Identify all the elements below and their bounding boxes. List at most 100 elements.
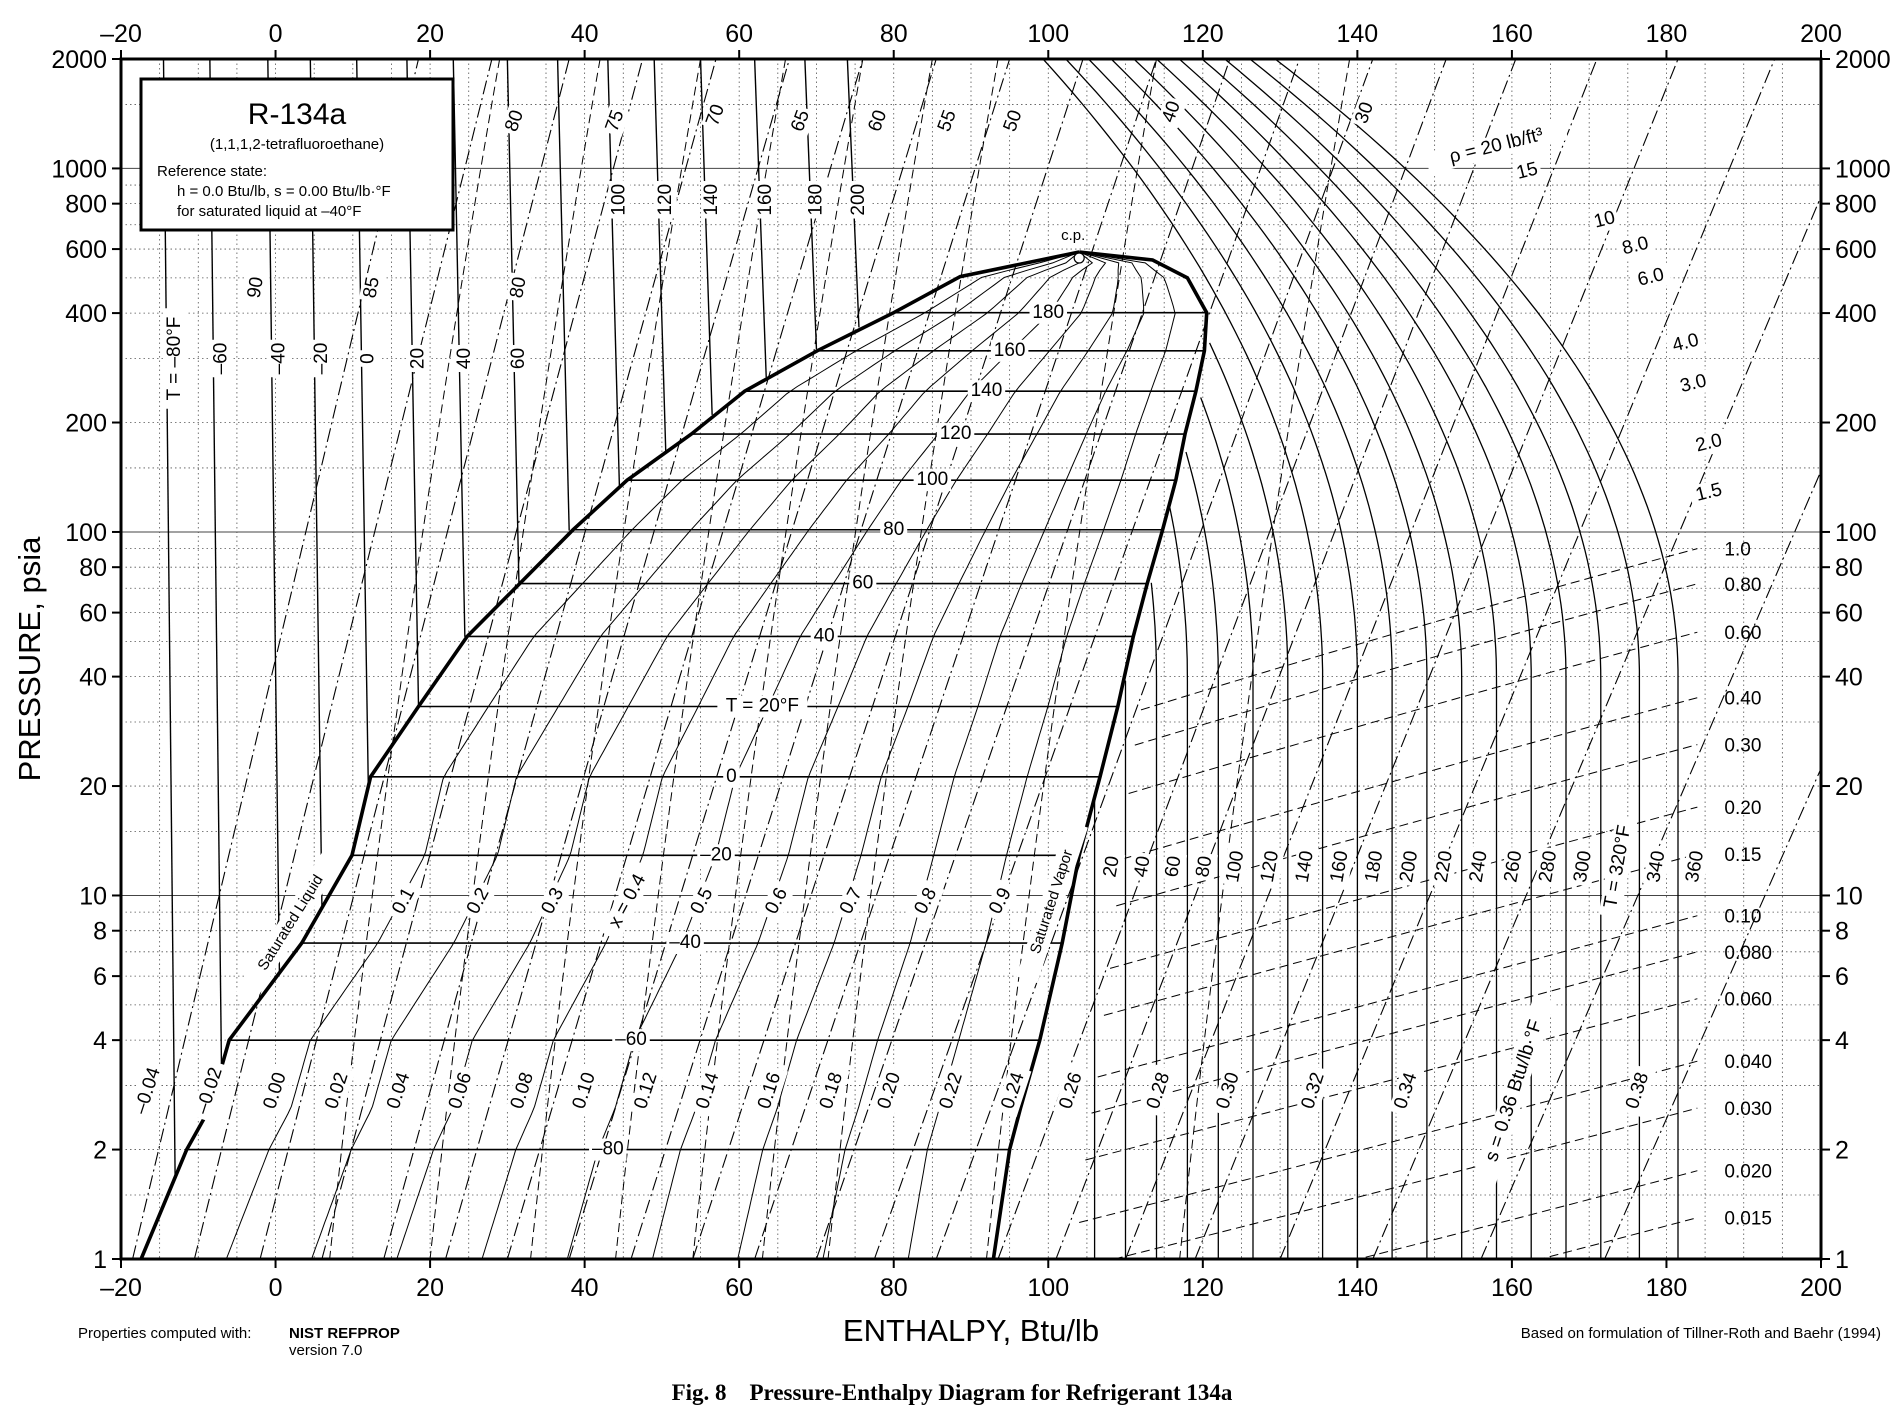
x-tick-label: 200	[1800, 1274, 1842, 1302]
density-line	[1116, 744, 1698, 907]
x-tick-label: 0	[269, 1274, 283, 1302]
info-box-frame	[139, 77, 455, 232]
vapor-isotherm	[1224, 59, 1602, 1259]
y-tick-label: 1	[93, 1246, 107, 1274]
density-label: 0.080	[1724, 943, 1772, 964]
density-label: 0.060	[1724, 990, 1772, 1011]
density-line	[1079, 1060, 1698, 1223]
info-box: R-134a (1,1,1,2-tetrafluoroethane) Refer…	[139, 77, 455, 232]
quality-line	[481, 251, 1080, 1259]
liquid-isotherm-label-bg	[654, 181, 677, 219]
x-tick-label: 60	[725, 1274, 753, 1302]
two-phase-isotherm-label-bg	[723, 765, 740, 788]
y-tick-label-right: 20	[1835, 773, 1863, 801]
x-tick-label: 120	[1182, 1274, 1224, 1302]
density-line	[1356, 1170, 1698, 1259]
x-tick-label-top: 160	[1491, 20, 1533, 48]
y-tick-label-right: 4	[1835, 1027, 1849, 1055]
liquid-isotherm-label-bg	[608, 181, 631, 219]
liquid-isotherm	[556, 59, 570, 531]
y-tick-label: 4	[93, 1027, 107, 1055]
entropy-label-bg	[1141, 1064, 1177, 1118]
entropy-line	[692, 59, 1084, 1259]
two-phase-isotherm-label: 40	[814, 625, 835, 646]
y-tick-label-right: 40	[1835, 664, 1863, 692]
entropy-label-bg	[190, 1059, 230, 1123]
density-label-upper-bg	[1614, 231, 1657, 262]
liquid-density-label-bg	[932, 104, 963, 138]
density-label: 0.60	[1724, 623, 1761, 644]
vapor-isotherm-label-bg	[1129, 851, 1157, 882]
entropy-label-bg	[504, 1064, 541, 1118]
density-label-upper-bg	[1588, 206, 1621, 235]
vapor-isotherm-label-bg	[1681, 846, 1710, 888]
entropy-line	[754, 59, 1157, 1259]
axes: –20–200020204040606080801001001201201401…	[51, 20, 1890, 1302]
entropy-label-bg	[1620, 1064, 1656, 1118]
figure-caption: Fig. 8 Pressure-Enthalpy Diagram for Ref…	[672, 1380, 1233, 1405]
density-line	[1122, 697, 1698, 860]
two-phase-isotherm-label: 60	[852, 573, 873, 594]
entropy-label-bg	[752, 1064, 788, 1118]
liquid-isotherm-label: 80	[506, 275, 530, 299]
y-tick-label-right: 800	[1835, 191, 1877, 219]
density-label-upper-bg	[1688, 477, 1730, 509]
saturated-liquid-curve	[139, 250, 1080, 1259]
liquid-isotherm-label: 60	[508, 348, 529, 369]
liquid-isotherm-label: 160	[755, 184, 776, 216]
vapor-isotherm	[1156, 59, 1498, 1259]
two-phase-isotherm-label: –40	[669, 932, 701, 953]
two-phase-isotherm-label: –20	[700, 844, 732, 865]
vapor-isotherm	[1209, 342, 1289, 1259]
density-label: 0.10	[1724, 907, 1761, 928]
y-tick-label: 800	[65, 191, 107, 219]
density-label-upper-bg	[1688, 428, 1730, 459]
y-tick-label-right: 6	[1835, 963, 1849, 991]
entropy-line	[815, 59, 1231, 1259]
quality-label-bg	[385, 879, 423, 923]
saturated-vapor-curve	[991, 250, 1209, 1259]
density-line	[1128, 631, 1698, 794]
liquid-density-label-bg	[1350, 96, 1381, 130]
reference-state-condition: for saturated liquid at –40°F	[177, 203, 361, 220]
two-phase-isotherm-label-bg	[936, 423, 975, 446]
y-tick-label-right: 600	[1835, 236, 1877, 264]
entropy-line	[935, 59, 1374, 1259]
y-tick-label-right: 1	[1835, 1246, 1849, 1274]
entropy-line	[568, 59, 937, 1259]
liquid-isotherm-label-bg	[407, 345, 430, 373]
density-label: 0.040	[1724, 1052, 1772, 1073]
entropy-label-bg	[128, 1059, 168, 1123]
density-line	[1109, 806, 1698, 969]
liquid-isotherm-label: 20	[408, 348, 429, 369]
y-tick-label-right: 2000	[1835, 46, 1891, 74]
vapor-isotherm-label-bg	[1499, 846, 1528, 888]
two-phase-isotherm-label-bg	[967, 380, 1006, 403]
curve-labels: 0.1 0.2 0.3 x = 0.4 0.5 0.6 0.7 0.8 0.9–0.04 –0.0…	[128, 95, 1772, 1230]
density-label: 0.30	[1724, 736, 1761, 757]
y-tick-label: 8	[93, 918, 107, 946]
entropy-line	[259, 59, 570, 1259]
liquid-isotherm	[506, 59, 520, 584]
liquid-isotherm-label-bg	[847, 181, 870, 219]
y-tick-label-right: 400	[1835, 300, 1877, 328]
quality-label-bg	[982, 879, 1020, 923]
critical-point-marker	[1073, 252, 1085, 264]
density-label-upper: 15	[1514, 158, 1540, 183]
vapor-isotherm-label: 40	[1130, 854, 1154, 878]
entropy-line	[321, 59, 644, 1259]
two-phase-isotherm-label-bg	[810, 625, 838, 648]
x-tick-label: 160	[1491, 1274, 1533, 1302]
vapor-isotherm-label-bg	[1160, 851, 1188, 882]
x-tick-label-top: 120	[1182, 20, 1224, 48]
vapor-isotherm-label-bg	[1291, 846, 1320, 888]
x-axis-title: ENTHALPY, Btu/lb	[843, 1313, 1099, 1348]
density-label: 0.020	[1724, 1162, 1772, 1183]
two-phase-isotherm-label: T = 20°F	[726, 696, 799, 717]
two-phase-isotherm-label-bg	[612, 1029, 650, 1052]
vapor-isotherm	[1133, 59, 1463, 1259]
quality-line	[822, 251, 1145, 1259]
chart-title: R-134a	[248, 98, 347, 131]
density-label-upper-bg	[1424, 118, 1569, 175]
